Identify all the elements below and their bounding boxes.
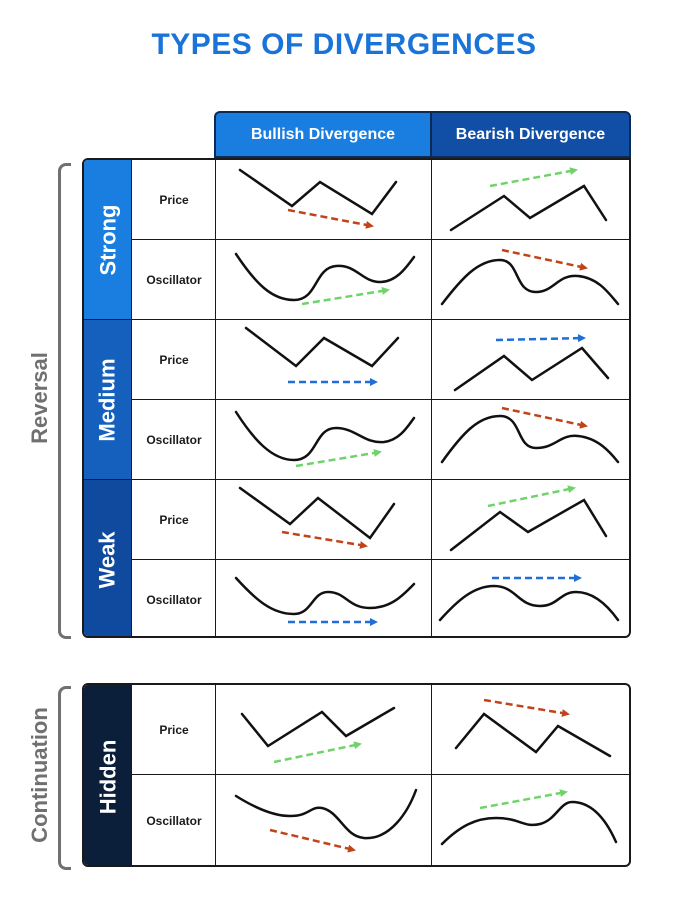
continuation-bracket <box>58 686 71 870</box>
trend-arrow-green <box>301 287 390 306</box>
trend-arrow-red <box>269 828 356 853</box>
row-label-price: Price <box>159 723 189 737</box>
divider <box>132 239 629 240</box>
divider <box>84 319 629 320</box>
price-line <box>238 486 396 540</box>
trend-arrow-red <box>281 530 368 549</box>
oscillator-curve <box>438 584 620 622</box>
oscillator-curve <box>234 576 416 616</box>
divider <box>84 479 629 480</box>
column-header-bullish: Bullish Divergence <box>214 111 430 158</box>
trend-arrow-green <box>479 789 568 810</box>
row-label-price: Price <box>159 193 189 207</box>
trend-arrow-red <box>501 406 588 429</box>
trend-arrow-green <box>487 485 576 508</box>
band-medium: Medium <box>84 320 132 480</box>
band-weak: Weak <box>84 480 132 636</box>
price-line <box>449 498 608 552</box>
oscillator-curve <box>440 414 620 464</box>
row-label-oscillator: Oscillator <box>146 433 202 447</box>
divider <box>131 160 132 636</box>
oscillator-curve <box>234 252 416 302</box>
oscillator-curve <box>234 410 416 462</box>
price-line <box>453 346 610 392</box>
row-label-oscillator: Oscillator <box>146 814 202 828</box>
trend-arrow-green <box>273 741 362 764</box>
trend-arrow-red <box>501 248 588 271</box>
row-label-oscillator: Oscillator <box>146 273 202 287</box>
divider <box>132 399 629 400</box>
divider <box>132 774 629 775</box>
divider <box>131 685 132 865</box>
column-header-bearish: Bearish Divergence <box>430 111 631 158</box>
trend-arrow-green <box>295 449 382 468</box>
trend-arrow-red <box>287 208 374 229</box>
price-line <box>244 326 400 368</box>
divider <box>431 685 432 865</box>
price-line <box>449 184 608 232</box>
page-title: TYPES OF DIVERGENCES <box>151 28 537 61</box>
price-line <box>238 168 398 216</box>
reversal-grid: Strong Medium Weak Price Oscillator Pric… <box>82 158 631 638</box>
divider <box>431 160 432 636</box>
band-hidden: Hidden <box>84 685 132 865</box>
row-label-oscillator: Oscillator <box>146 593 202 607</box>
oscillator-curve <box>440 258 620 306</box>
row-label-price: Price <box>159 353 189 367</box>
divider <box>215 160 216 636</box>
oscillator-curve <box>234 788 418 840</box>
band-strong: Strong <box>84 160 132 320</box>
trend-arrow-green <box>489 167 578 188</box>
price-line <box>240 706 396 748</box>
reversal-bracket <box>58 163 71 639</box>
divider <box>215 685 216 865</box>
trend-arrow-red <box>483 698 570 717</box>
oscillator-curve <box>440 800 618 846</box>
price-line <box>454 712 612 758</box>
row-label-price: Price <box>159 513 189 527</box>
trend-arrow-blue <box>495 334 586 343</box>
divider <box>132 559 629 560</box>
